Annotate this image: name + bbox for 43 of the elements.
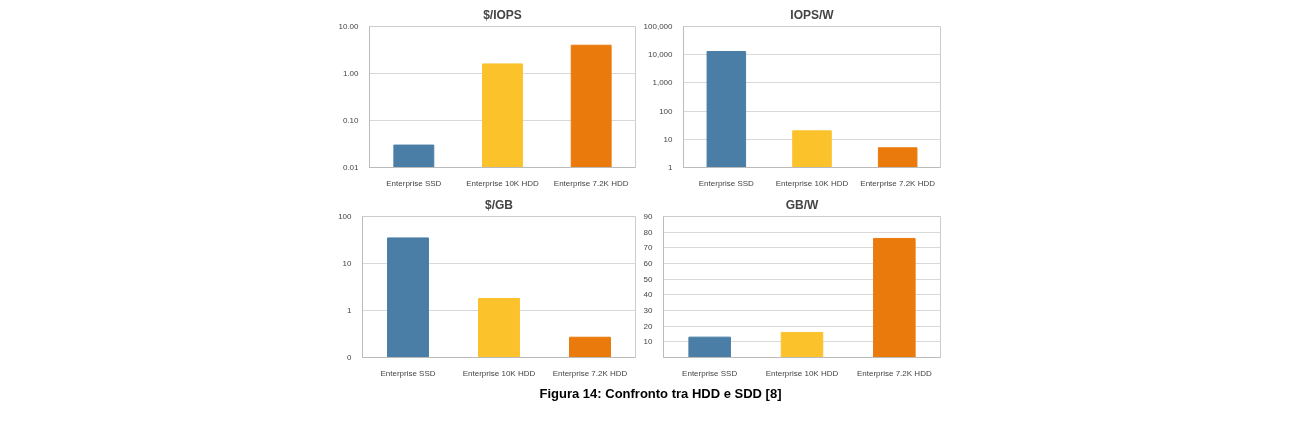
chart-title: IOPS/W	[790, 7, 835, 22]
x-tick-label: Enterprise 10K HDD	[466, 178, 539, 188]
x-tick-label: Enterprise 7.2K HDD	[856, 368, 932, 378]
y-tick-label: 1	[668, 163, 674, 172]
y-tick-label: 1.00	[342, 69, 360, 78]
y-tick-label: 10	[643, 337, 654, 347]
y-tick-label: 90	[643, 212, 654, 221]
x-tick-label: Enterprise SSD	[682, 368, 738, 378]
y-tick-label: 10	[663, 134, 674, 144]
y-tick-label: 0.01	[342, 163, 360, 172]
y-tick-label: 70	[643, 243, 654, 253]
text: Figura 14: Confronto tra HDD e SDD [8]	[539, 385, 782, 403]
y-tick-label: 50	[643, 274, 654, 284]
chart-title: $/GB	[485, 197, 514, 212]
bar	[688, 336, 731, 358]
x-tick-label: Enterprise SSD	[380, 368, 436, 378]
y-tick-label: 10	[342, 259, 353, 268]
chart-title: $/IOPS	[483, 7, 522, 22]
y-tick-label: 80	[643, 227, 654, 237]
x-tick-label: Enterprise 10K HDD	[462, 368, 536, 378]
x-tick-label: Enterprise 10K HDD	[765, 368, 839, 378]
x-tick-label: Enterprise SSD	[698, 178, 755, 188]
y-tick-label: 40	[643, 290, 654, 300]
y-tick-label: 20	[643, 321, 654, 331]
y-tick-label: 10,000	[648, 50, 674, 60]
y-tick-label: 100	[659, 106, 674, 116]
bar	[780, 331, 824, 358]
chart-title: GB/W	[785, 197, 819, 212]
x-tick-label: Enterprise 7.2K HDD	[860, 178, 936, 188]
y-tick-label: 0	[347, 353, 353, 362]
y-tick-label: 30	[643, 306, 654, 315]
y-tick-label: 100,000	[643, 22, 674, 31]
y-tick-label: 100	[338, 212, 353, 221]
y-tick-label: 1,000	[652, 78, 674, 88]
y-tick-label: 60	[643, 259, 654, 268]
y-tick-label: 0.10	[342, 116, 360, 125]
x-tick-label: Enterprise 7.2K HDD	[553, 178, 629, 188]
bar	[873, 237, 916, 358]
y-tick-label: 10.00	[338, 22, 360, 31]
x-tick-label: Enterprise SSD	[386, 178, 442, 188]
x-tick-label: Enterprise 10K HDD	[775, 178, 849, 188]
y-tick-label: 1	[347, 306, 353, 315]
x-tick-label: Enterprise 7.2K HDD	[552, 368, 628, 378]
